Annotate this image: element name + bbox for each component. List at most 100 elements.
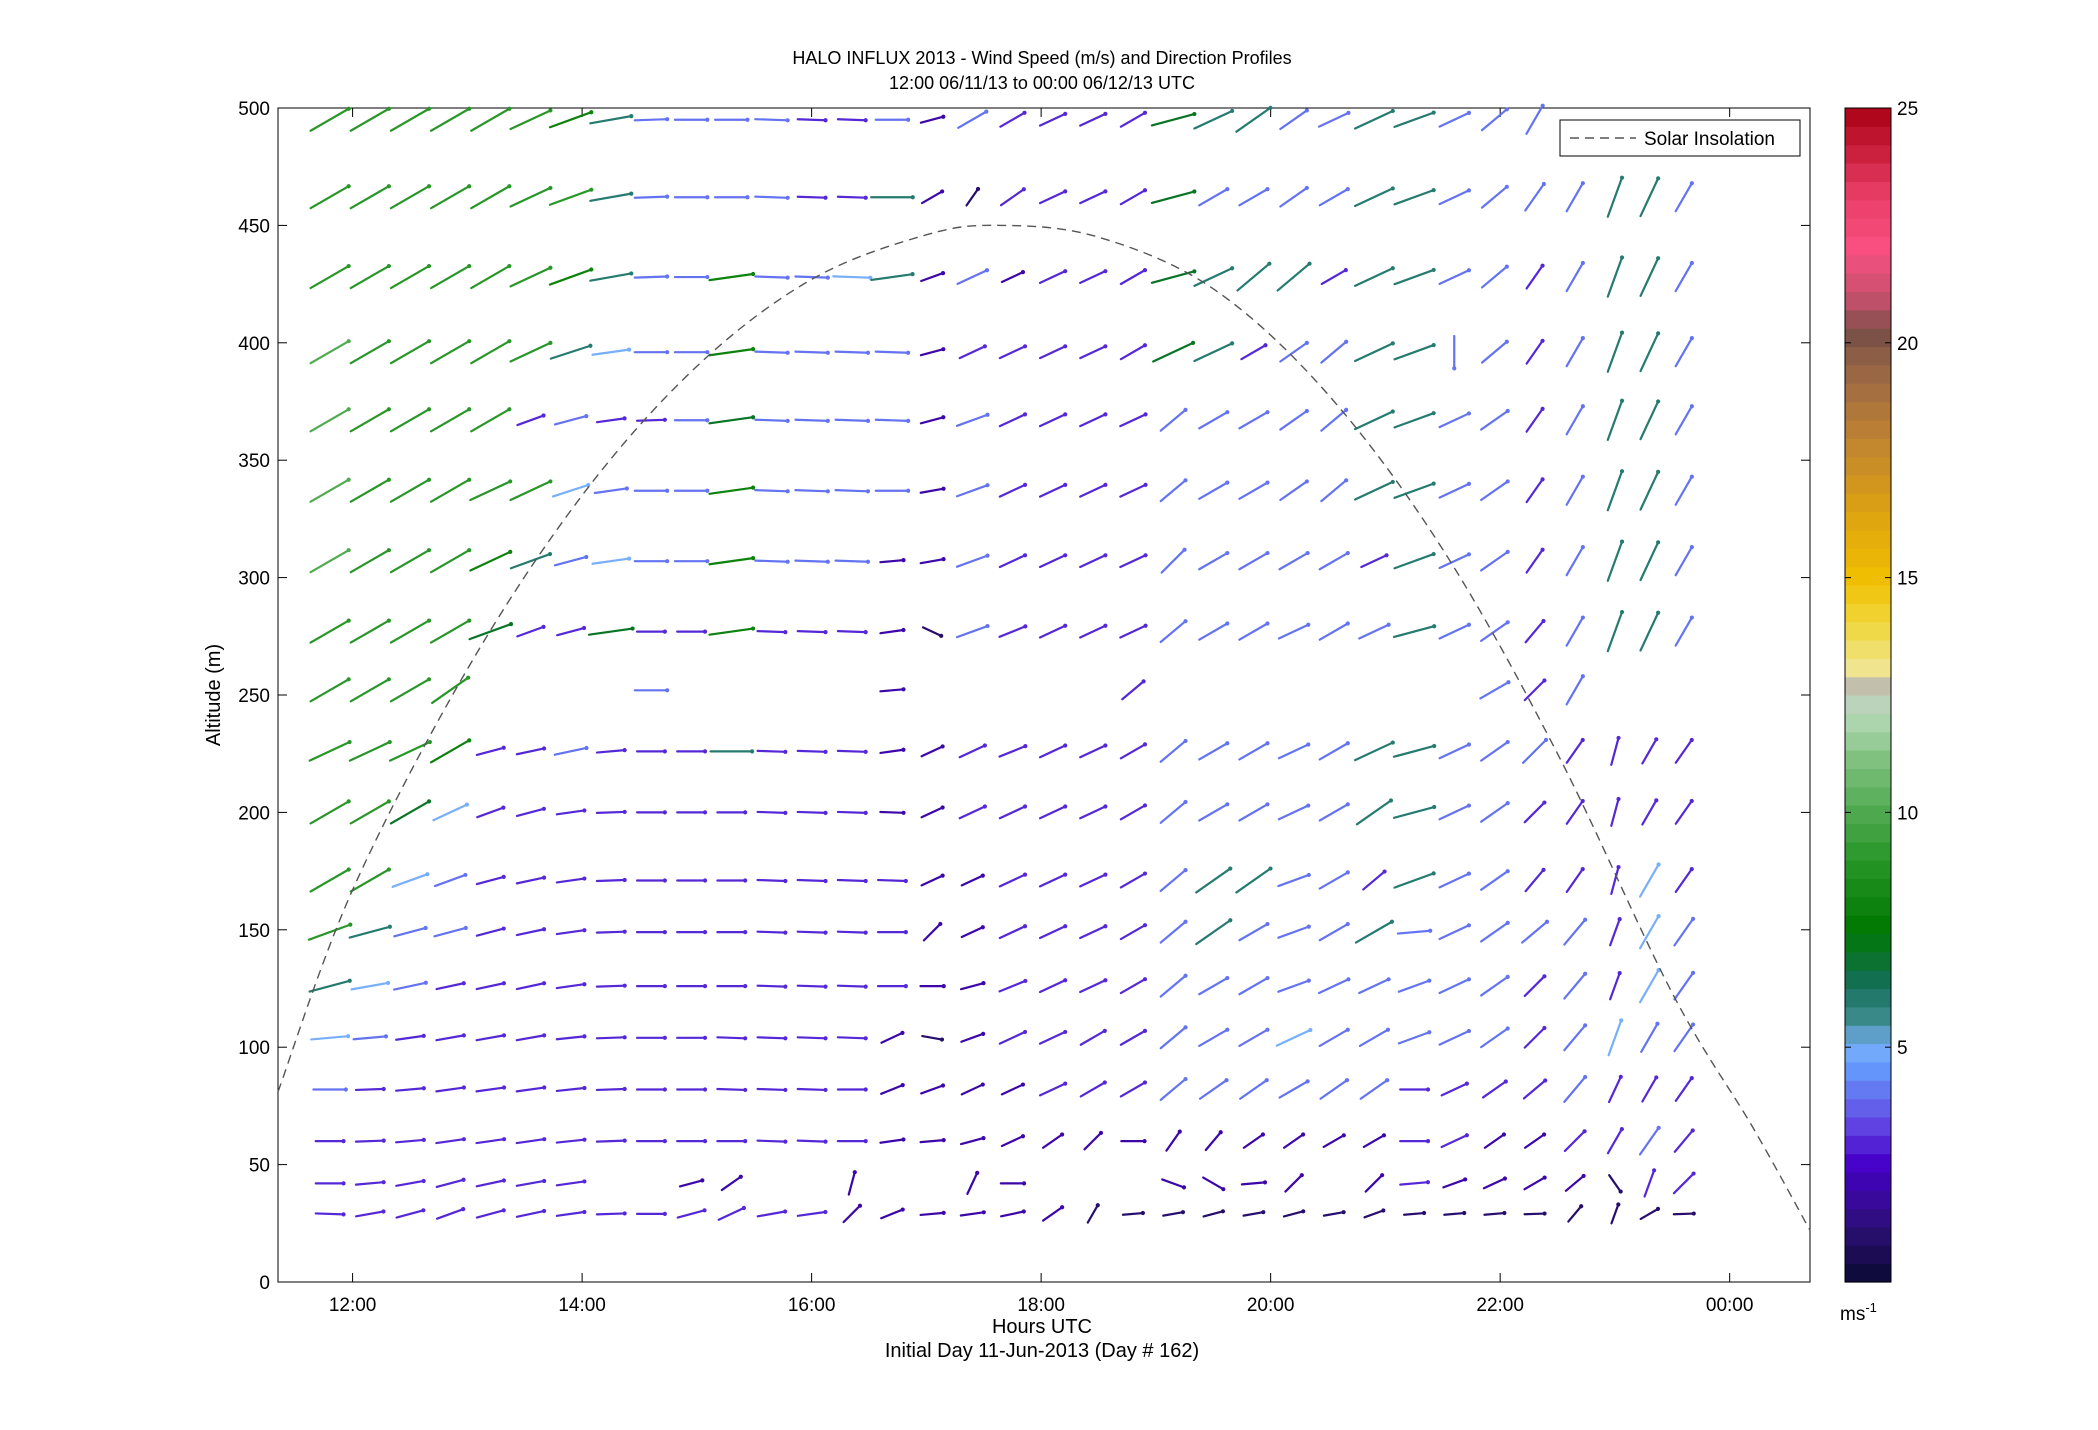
wind-vector-shaft [433,926,467,938]
wind-vector [836,984,868,989]
wind-vector-shaft [1563,1075,1587,1103]
wind-vector [1278,1079,1310,1099]
wind-vector-head [1425,1087,1431,1092]
wind-vector [716,878,748,883]
wind-vector-head [1466,188,1472,193]
wind-vector [595,1211,627,1216]
wind-vector-head [1306,742,1311,747]
wind-vector-head [901,747,906,752]
wind-vector-head [386,184,391,189]
wind-vector-shaft [1674,1076,1693,1102]
wind-vector-head [1103,412,1108,417]
wind-vector-shaft [1159,920,1187,944]
wind-vector-shaft [1674,738,1693,764]
wind-vector-shaft [435,1178,465,1189]
wind-vector [709,749,755,754]
wind-vector-head [1579,1204,1584,1209]
wind-vector [635,749,667,754]
wind-vector-shaft [1674,868,1693,893]
wind-vector-shaft [429,619,471,644]
wind-vector-head [825,559,830,564]
wind-vector-head [1691,1211,1696,1216]
wind-vector-shaft [1483,1211,1506,1216]
wind-vector [921,626,944,638]
wind-vector-shaft [834,489,870,493]
wind-vector [1521,919,1550,944]
wind-vector [309,867,351,893]
wind-vector-shaft [307,923,352,941]
wind-vector [1320,478,1349,503]
wind-vector [1038,924,1068,940]
wind-vector-head [941,984,946,989]
wind-vector-head [906,117,911,122]
wind-vector-head [1425,1180,1431,1185]
wind-vector [1042,1132,1065,1149]
wind-vector-head [1022,553,1028,558]
wind-vector [1480,869,1510,891]
wind-vector [309,263,351,290]
wind-vector-shaft [1279,480,1308,502]
wind-vector-head [1384,553,1389,558]
wind-vector-head [501,1208,506,1213]
wind-vector-head [588,343,593,348]
wind-vector-shaft [1159,739,1187,763]
wind-vector [1235,105,1273,133]
wind-vector-shaft [1396,929,1432,935]
wind-vector [470,407,512,433]
wind-vector [1238,741,1270,761]
wind-vector-shaft [1563,918,1587,946]
wind-vector [1235,866,1273,894]
wind-vector-head [1225,621,1230,626]
wind-vector-head [1385,1027,1391,1032]
wind-vector-shaft [1480,108,1508,132]
wind-vector [1523,800,1547,824]
wind-vector-shaft [548,111,593,129]
wind-vector-head [941,415,946,420]
wind-vector [1565,474,1585,506]
wind-vector-head [665,117,670,122]
wind-vector-head [823,984,828,989]
wind-vector-shaft [1607,1075,1622,1104]
wind-vector [1674,404,1694,436]
wind-vector [389,339,432,365]
wind-vector [879,687,906,693]
wind-vector-shaft [1038,805,1067,820]
wind-vector-shaft [756,1139,787,1143]
wind-vector [836,629,868,635]
wind-vector-shaft [393,981,427,991]
wind-vector-head [702,1139,708,1144]
wind-vector-shaft [509,552,552,570]
wind-vector [1399,1139,1431,1144]
wind-vector-head [1304,408,1309,414]
colorbar-band [1845,236,1891,256]
wind-vector [676,629,708,634]
wind-vector [1397,978,1432,993]
wind-vector-shaft [1000,271,1025,284]
wind-vector [555,1085,587,1093]
wind-vector [1079,189,1108,205]
wind-vector-head [1183,799,1188,805]
wind-vector-shaft [1608,1174,1622,1193]
wind-vector-shaft [1276,262,1311,292]
wind-vector-head [1466,552,1472,557]
wind-vector-shaft [1639,177,1660,218]
wind-vector-head [939,633,944,638]
wind-vector [756,810,788,815]
wind-vector [1079,412,1108,428]
wind-vector-head [542,1085,547,1090]
wind-vector-head [906,418,911,423]
wind-vector [921,1034,945,1042]
y-tick-label: 200 [238,803,270,824]
wind-vector-head [783,984,788,989]
wind-vector [1238,975,1270,996]
wind-vector [959,1210,986,1217]
wind-vector-head [426,184,432,189]
wind-vector [1119,803,1148,821]
wind-vector [1150,189,1197,205]
wind-vector-shaft [836,630,867,634]
wind-vector-shaft [309,868,350,893]
wind-vector-head [1542,1211,1547,1216]
wind-vector [673,117,710,122]
wind-vector [1674,867,1694,893]
